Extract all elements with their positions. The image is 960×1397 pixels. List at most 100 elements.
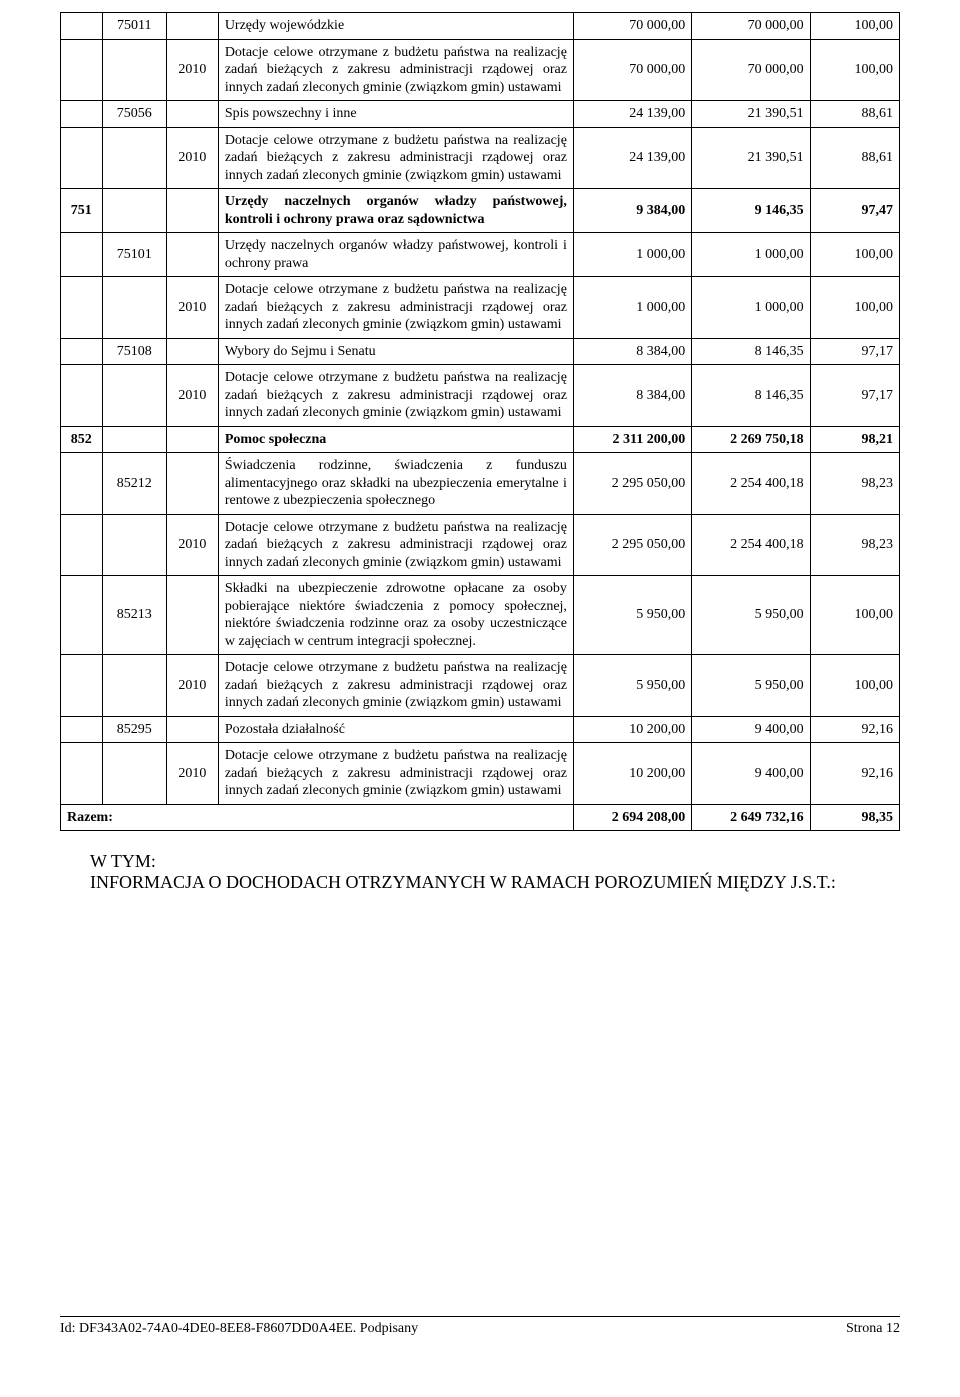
cell: 98,23 <box>810 453 899 515</box>
table-row: 2010Dotacje celowe otrzymane z budżetu p… <box>61 127 900 189</box>
cell: Pozostała działalność <box>218 716 573 743</box>
summary-value: 2 694 208,00 <box>573 804 691 831</box>
footer-section: W TYM: INFORMACJA O DOCHODACH OTRZYMANYC… <box>60 851 900 893</box>
cell: 75108 <box>102 338 166 365</box>
cell: Dotacje celowe otrzymane z budżetu państ… <box>218 365 573 427</box>
cell: Dotacje celowe otrzymane z budżetu państ… <box>218 655 573 717</box>
cell: 10 200,00 <box>573 743 691 805</box>
table-row: 852 Pomoc społeczna2 311 200,002 269 750,… <box>61 426 900 453</box>
cell: 2 311 200,00 <box>573 426 691 453</box>
table-row: 2010Dotacje celowe otrzymane z budżetu p… <box>61 743 900 805</box>
cell <box>61 39 103 101</box>
table-row: 85212 Świadczenia rodzinne, świadczenia z… <box>61 453 900 515</box>
cell: 92,16 <box>810 743 899 805</box>
cell: 5 950,00 <box>573 655 691 717</box>
cell <box>102 365 166 427</box>
cell: 100,00 <box>810 277 899 339</box>
cell <box>102 655 166 717</box>
cell: 97,47 <box>810 189 899 233</box>
cell <box>61 716 103 743</box>
cell <box>61 453 103 515</box>
cell: 2010 <box>166 39 218 101</box>
cell: 70 000,00 <box>573 13 691 40</box>
summary-value: 2 649 732,16 <box>692 804 810 831</box>
cell <box>102 127 166 189</box>
table-row: 2010Dotacje celowe otrzymane z budżetu p… <box>61 514 900 576</box>
cell: 5 950,00 <box>573 576 691 655</box>
cell <box>61 365 103 427</box>
cell: 1 000,00 <box>573 277 691 339</box>
cell <box>166 426 218 453</box>
cell: 2010 <box>166 127 218 189</box>
summary-label: Razem: <box>61 804 574 831</box>
cell: 21 390,51 <box>692 101 810 128</box>
cell: 1 000,00 <box>692 277 810 339</box>
cell: 8 146,35 <box>692 365 810 427</box>
cell: 2 254 400,18 <box>692 453 810 515</box>
cell: 8 384,00 <box>573 338 691 365</box>
cell: Wybory do Sejmu i Senatu <box>218 338 573 365</box>
cell: Dotacje celowe otrzymane z budżetu państ… <box>218 743 573 805</box>
cell: 5 950,00 <box>692 576 810 655</box>
cell: 2010 <box>166 277 218 339</box>
cell: Pomoc społeczna <box>218 426 573 453</box>
cell <box>102 189 166 233</box>
table-row: 75056 Spis powszechny i inne24 139,0021 3… <box>61 101 900 128</box>
cell: 75011 <box>102 13 166 40</box>
cell: 70 000,00 <box>573 39 691 101</box>
table-row: 2010Dotacje celowe otrzymane z budżetu p… <box>61 277 900 339</box>
cell: 75056 <box>102 101 166 128</box>
cell: Urzędy naczelnych organów władzy państwo… <box>218 189 573 233</box>
cell: 100,00 <box>810 576 899 655</box>
cell: 70 000,00 <box>692 13 810 40</box>
summary-row: Razem:2 694 208,002 649 732,1698,35 <box>61 804 900 831</box>
cell: Świadczenia rodzinne, świadczenia z fund… <box>218 453 573 515</box>
summary-value: 98,35 <box>810 804 899 831</box>
table-row: 75011Urzędy wojewódzkie70 000,0070 000,0… <box>61 13 900 40</box>
cell: 100,00 <box>810 233 899 277</box>
cell: Spis powszechny i inne <box>218 101 573 128</box>
cell: 852 <box>61 426 103 453</box>
cell: Urzędy naczelnych organów władzy państwo… <box>218 233 573 277</box>
cell: 70 000,00 <box>692 39 810 101</box>
cell: 2010 <box>166 365 218 427</box>
cell <box>166 453 218 515</box>
cell: 2010 <box>166 655 218 717</box>
cell <box>166 233 218 277</box>
cell: 85212 <box>102 453 166 515</box>
cell <box>61 233 103 277</box>
cell <box>102 743 166 805</box>
cell: 24 139,00 <box>573 127 691 189</box>
cell <box>166 576 218 655</box>
table-row: 2010Dotacje celowe otrzymane z budżetu p… <box>61 655 900 717</box>
cell: 97,17 <box>810 365 899 427</box>
cell: 9 146,35 <box>692 189 810 233</box>
cell <box>166 13 218 40</box>
cell <box>61 277 103 339</box>
cell: Dotacje celowe otrzymane z budżetu państ… <box>218 277 573 339</box>
table-row: 85213Składki na ubezpieczenie zdrowotne … <box>61 576 900 655</box>
table-row: 751Urzędy naczelnych organów władzy pańs… <box>61 189 900 233</box>
cell <box>102 277 166 339</box>
cell: 10 200,00 <box>573 716 691 743</box>
cell: 21 390,51 <box>692 127 810 189</box>
cell: 24 139,00 <box>573 101 691 128</box>
cell <box>102 426 166 453</box>
cell: Dotacje celowe otrzymane z budżetu państ… <box>218 39 573 101</box>
table-row: 2010Dotacje celowe otrzymane z budżetu p… <box>61 39 900 101</box>
cell: 85213 <box>102 576 166 655</box>
cell: 5 950,00 <box>692 655 810 717</box>
footer-line1: W TYM: <box>90 851 900 872</box>
cell <box>61 514 103 576</box>
cell: 2010 <box>166 743 218 805</box>
cell: 98,23 <box>810 514 899 576</box>
cell: 97,17 <box>810 338 899 365</box>
cell: 100,00 <box>810 39 899 101</box>
cell: 9 400,00 <box>692 716 810 743</box>
cell <box>61 13 103 40</box>
cell: 88,61 <box>810 101 899 128</box>
cell: 2010 <box>166 514 218 576</box>
cell: 2 269 750,18 <box>692 426 810 453</box>
table-row: 75108Wybory do Sejmu i Senatu8 384,008 1… <box>61 338 900 365</box>
cell: 100,00 <box>810 13 899 40</box>
